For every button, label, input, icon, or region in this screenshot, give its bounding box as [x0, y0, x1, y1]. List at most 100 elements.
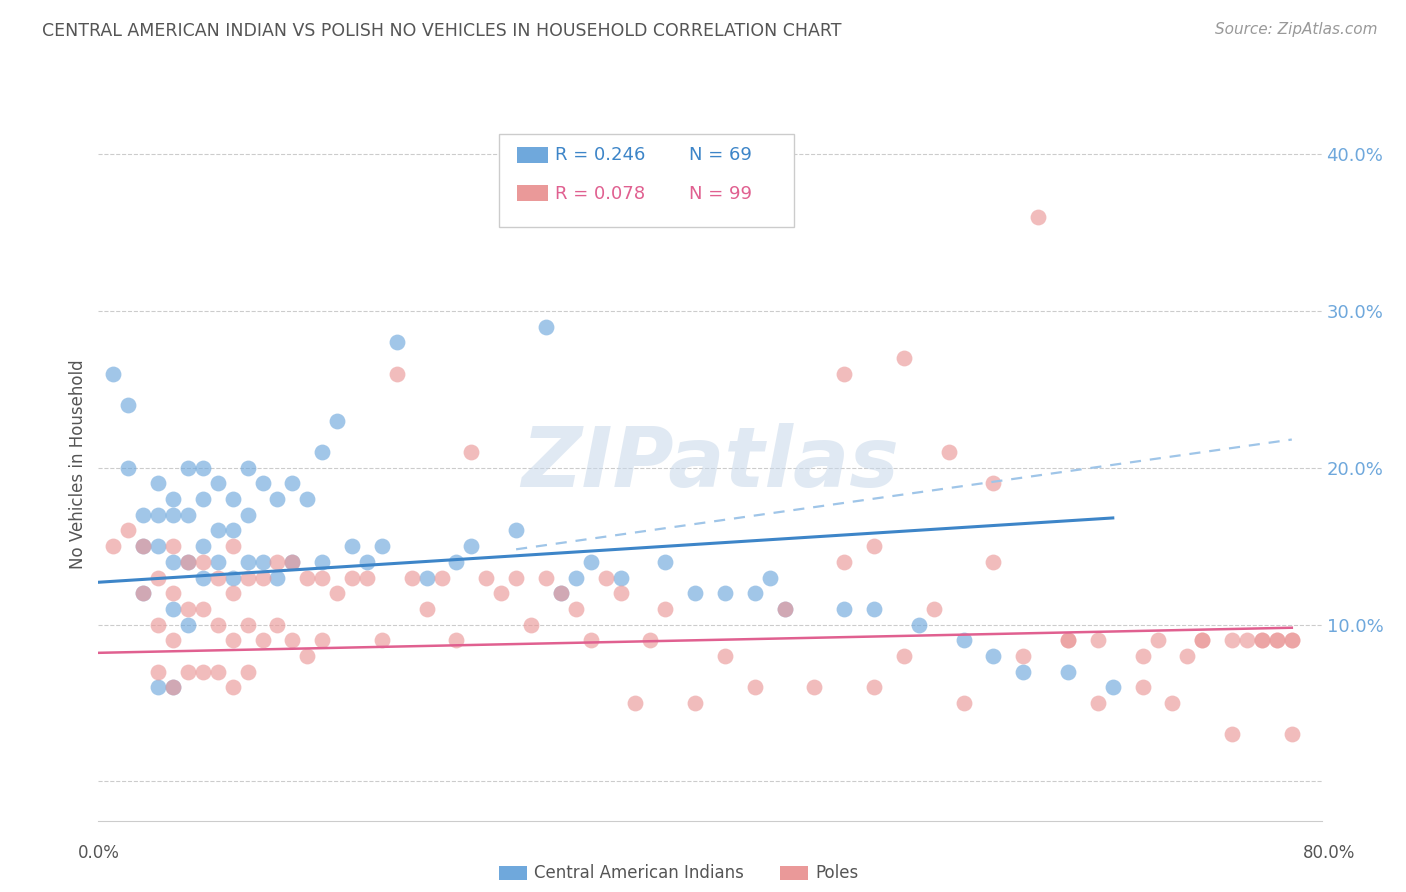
Point: [893, 351, 915, 365]
Point: [146, 681, 169, 695]
Point: [207, 524, 229, 538]
Point: [505, 524, 527, 538]
Point: [191, 555, 214, 569]
Point: [952, 696, 974, 710]
Point: [103, 539, 125, 553]
Point: [415, 602, 437, 616]
Point: [162, 539, 184, 553]
Point: [177, 555, 200, 569]
Point: [832, 555, 855, 569]
Point: [221, 524, 243, 538]
Point: [207, 617, 229, 632]
Point: [117, 524, 139, 538]
Point: [311, 555, 333, 569]
Point: [146, 665, 169, 679]
Point: [311, 445, 333, 459]
Point: [1191, 633, 1213, 648]
Point: [624, 696, 647, 710]
Point: [654, 602, 676, 616]
Point: [744, 586, 766, 600]
Point: [162, 555, 184, 569]
Point: [207, 476, 229, 491]
Point: [1251, 633, 1274, 648]
Point: [908, 617, 931, 632]
Point: [252, 476, 274, 491]
Point: [281, 555, 304, 569]
Point: [1220, 727, 1243, 741]
Point: [832, 367, 855, 381]
Point: [520, 617, 543, 632]
Point: [938, 445, 960, 459]
Point: [191, 492, 214, 507]
Point: [281, 555, 304, 569]
Point: [534, 319, 557, 334]
Point: [266, 492, 288, 507]
Point: [177, 617, 200, 632]
Point: [744, 681, 766, 695]
Point: [1281, 727, 1303, 741]
Point: [236, 508, 259, 522]
Point: [356, 570, 378, 584]
Point: [446, 555, 468, 569]
Point: [1012, 665, 1035, 679]
Point: [266, 555, 288, 569]
Point: [1057, 665, 1080, 679]
Point: [266, 570, 288, 584]
Point: [177, 602, 200, 616]
Point: [356, 555, 378, 569]
Point: [1057, 633, 1080, 648]
Point: [460, 539, 482, 553]
Text: N = 99: N = 99: [689, 185, 752, 202]
Point: [340, 570, 363, 584]
Point: [326, 414, 349, 428]
Point: [146, 508, 169, 522]
Point: [579, 633, 602, 648]
Point: [758, 570, 780, 584]
Point: [252, 633, 274, 648]
Point: [281, 633, 304, 648]
Point: [1087, 633, 1109, 648]
Point: [297, 648, 319, 663]
Point: [475, 570, 498, 584]
Text: N = 69: N = 69: [689, 146, 752, 164]
Point: [117, 398, 139, 412]
Point: [1026, 210, 1049, 224]
Point: [983, 648, 1005, 663]
Point: [1146, 633, 1168, 648]
Point: [609, 570, 631, 584]
Point: [1161, 696, 1184, 710]
Point: [177, 665, 200, 679]
Point: [117, 460, 139, 475]
Point: [221, 586, 243, 600]
Point: [1177, 648, 1199, 663]
Point: [922, 602, 945, 616]
Point: [565, 602, 588, 616]
Point: [236, 570, 259, 584]
Point: [162, 586, 184, 600]
Point: [191, 602, 214, 616]
Point: [281, 476, 304, 491]
Point: [863, 681, 886, 695]
Point: [191, 539, 214, 553]
Point: [146, 570, 169, 584]
Point: [773, 602, 796, 616]
Text: 80.0%: 80.0%: [1302, 844, 1355, 862]
Point: [371, 539, 394, 553]
Point: [177, 460, 200, 475]
Point: [221, 492, 243, 507]
Point: [162, 681, 184, 695]
Point: [146, 476, 169, 491]
Point: [640, 633, 662, 648]
Point: [191, 460, 214, 475]
Point: [565, 570, 588, 584]
Point: [191, 570, 214, 584]
Point: [654, 555, 676, 569]
Point: [534, 570, 557, 584]
Point: [893, 648, 915, 663]
Point: [489, 586, 512, 600]
Point: [415, 570, 437, 584]
Point: [132, 508, 155, 522]
Point: [579, 555, 602, 569]
Point: [207, 570, 229, 584]
Text: 0.0%: 0.0%: [77, 844, 120, 862]
